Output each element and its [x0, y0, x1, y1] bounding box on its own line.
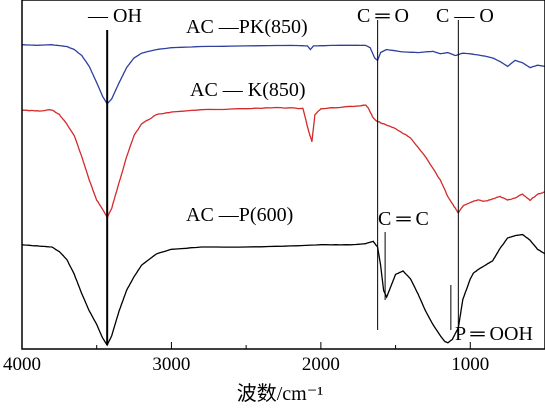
x-tick-label: 1000	[451, 354, 489, 375]
x-tick-label: 2000	[302, 354, 340, 375]
annotation-c-double-c-label: C ═ C	[378, 208, 429, 230]
annotation-c-double-o-label: C ═ O	[357, 5, 409, 27]
series-label-p600: AC —P(600)	[186, 204, 293, 226]
x-axis-label: 波数/cm⁻¹	[237, 382, 324, 405]
annotation-oh-label: — OH	[87, 5, 142, 27]
x-axis-ticks: 4000 3000 2000 1000	[3, 342, 545, 375]
plot-frame	[21, 0, 545, 350]
series-label-pk850: AC —PK(850)	[186, 16, 308, 38]
annotation-p-ooh-label: P ═ OOH	[455, 323, 533, 345]
x-tick-label: 3000	[152, 354, 190, 375]
annotation-c-single-o-label: C — O	[436, 5, 494, 27]
series-label-k850: AC — K(850)	[190, 79, 306, 101]
series-line-0	[21, 44, 545, 105]
x-tick-label: 4000	[3, 354, 41, 375]
series-line-2	[21, 233, 545, 347]
series-line-1	[21, 104, 545, 220]
annotation-lines	[106, 20, 459, 345]
series-layer	[21, 44, 545, 347]
